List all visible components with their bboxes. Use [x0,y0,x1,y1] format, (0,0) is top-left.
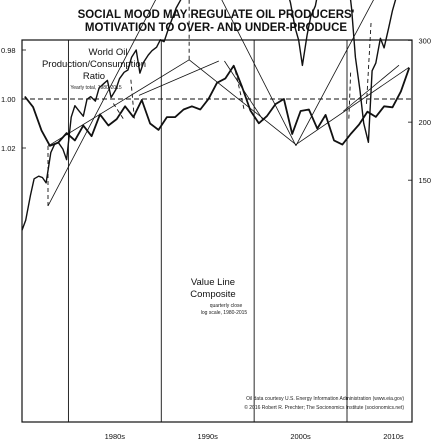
chart-title-line-2: MOTIVATION TO OVER- AND UNDER-PRODUCE [85,22,347,34]
dashed-connector [234,67,245,109]
x-tick-label: 2000s [290,432,311,441]
top-channel-line [295,66,410,145]
bottom-channel-line [221,0,297,146]
top-series-label-line-1: World Oil [89,47,128,58]
bottom-series-label-line-2: Composite [190,289,235,300]
x-tick-label: 1990s [197,432,218,441]
bottom-series-note-line-1: quarterly close [210,303,243,309]
bottom-y-tick-label: 200 [418,118,431,127]
series-line-value-line [21,0,397,231]
x-gridlines [67,40,348,422]
top-series-label-line-2: Production/Consumption [42,59,146,70]
top-y-tick-label: 1.00 [1,95,16,104]
dashed-connector [112,102,124,119]
top-channel-line [138,60,220,96]
bottom-y-axis: 150200300400500 [408,36,431,185]
top-channel-line [47,59,190,147]
top-y-tick-label: 0.98 [1,46,16,55]
top-series-note: Yearly total, 1980-2015 [70,85,121,91]
bottom-y-tick-label: 300 [418,36,431,45]
plot-frame [21,39,413,423]
bottom-channel-line [47,0,156,207]
credit-line-2: © 2016 Robert R. Prechter; The Socionomi… [244,404,404,411]
top-channel-line [188,59,297,145]
x-tick-label: 1980s [105,432,126,441]
turning-point-connectors [47,0,372,206]
series-line-oil-ratio [24,64,411,147]
top-series-label-line-3: Ratio [83,71,105,82]
bottom-channel-line [295,0,374,146]
bottom-series-note-line-2: log scale, 1980-2015 [201,310,248,316]
dashed-connector [348,70,352,119]
x-tick-labels: 1980s 1990s 2000s 2010s [105,432,404,441]
chart-title-line-1: SOCIAL MOOD MAY REGULATE OIL PRODUCERS' [78,9,355,21]
bottom-series-label-line-1: Value Line [191,277,235,288]
top-y-tick-label: 1.02 [1,144,16,153]
credit-line-1: Oil data courtesy U.S. Energy Informatio… [246,396,404,402]
x-tick-label: 2010s [383,432,404,441]
bottom-y-tick-label: 150 [418,176,431,185]
